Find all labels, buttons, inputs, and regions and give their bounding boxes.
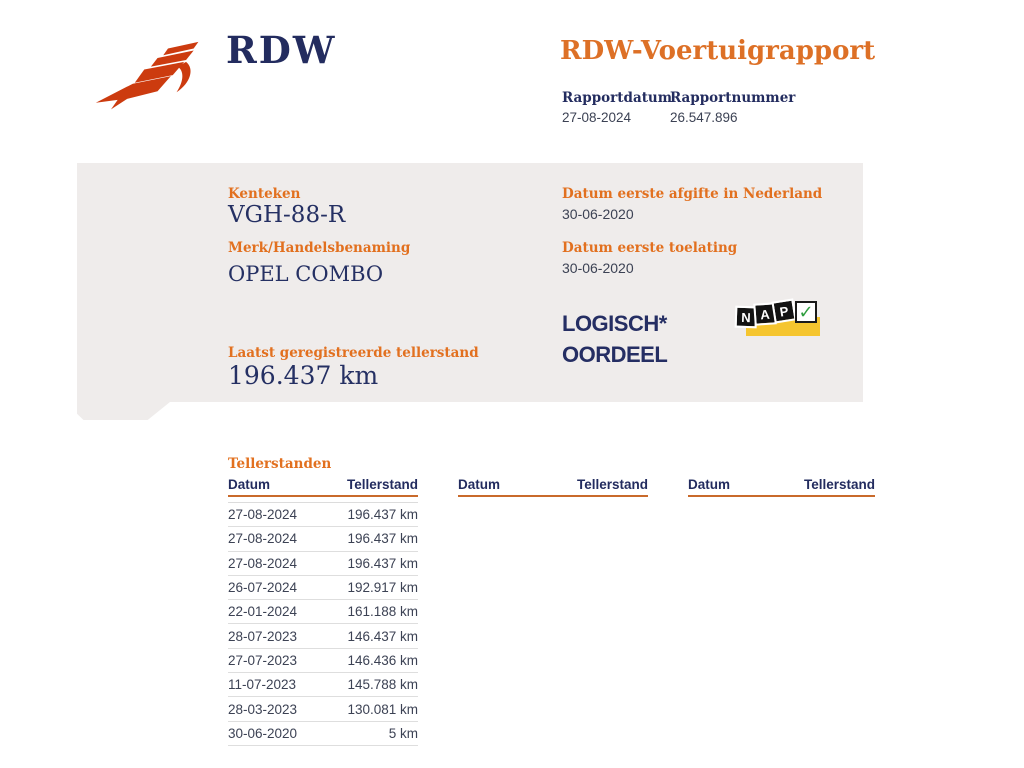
table-row: 22-01-2024 161.188 km xyxy=(228,600,418,625)
table-header-row: Datum Tellerstand xyxy=(228,477,418,497)
row-datum: 27-08-2024 xyxy=(228,555,298,571)
merk-value: OPEL COMBO xyxy=(228,262,384,286)
table-header-row: Datum Tellerstand xyxy=(458,477,648,497)
table-row: 27-07-2023 146.436 km xyxy=(228,649,418,674)
tellerstand-column-header: Tellerstand xyxy=(346,477,418,492)
table-row: 27-08-2024 196.437 km xyxy=(228,527,418,552)
report-date-label: Rapportdatum xyxy=(562,90,673,106)
table-row: 30-06-2020 5 km xyxy=(228,722,418,746)
report-number-value: 26.547.896 xyxy=(670,110,738,125)
laatste-tellerstand-value: 196.437 km xyxy=(228,361,379,390)
row-tellerstand: 145.788 km xyxy=(347,677,418,693)
tellerstand-table-group-1: Datum Tellerstand 27-08-2024 196.437 km … xyxy=(228,477,418,746)
nap-logo: N A P ✓ xyxy=(734,298,823,342)
row-tellerstand: 5 km xyxy=(388,725,418,741)
row-tellerstand: 196.437 km xyxy=(347,555,418,571)
nap-letter-p: P xyxy=(771,298,797,324)
table-header-row: Datum Tellerstand xyxy=(688,477,875,497)
tellerstand-column-header: Tellerstand xyxy=(803,477,875,492)
row-tellerstand: 192.917 km xyxy=(347,580,418,596)
datum-toelating-label: Datum eerste toelating xyxy=(562,240,738,256)
report-number-label: Rapportnummer xyxy=(670,90,796,106)
summary-panel-tab xyxy=(77,402,170,420)
datum-column-header: Datum xyxy=(688,477,731,492)
oordeel-text: LOGISCH* OORDEEL xyxy=(562,308,668,370)
row-datum: 27-08-2024 xyxy=(228,531,298,547)
report-date-value: 27-08-2024 xyxy=(562,110,632,125)
row-datum: 11-07-2023 xyxy=(228,677,297,693)
table-row: 27-08-2024 196.437 km xyxy=(228,552,418,576)
tellerstand-column-header: Tellerstand xyxy=(576,477,648,492)
datum-toelating-value: 30-06-2020 xyxy=(562,260,634,276)
tellerstand-rows: 27-08-2024 196.437 km 27-08-2024 196.437… xyxy=(228,502,418,746)
table-row: 26-07-2024 192.917 km xyxy=(228,576,418,601)
table-row: 27-08-2024 196.437 km xyxy=(228,503,418,528)
row-datum: 27-07-2023 xyxy=(228,652,298,668)
rdw-wing-logo-icon xyxy=(95,41,199,110)
row-tellerstand: 130.081 km xyxy=(347,701,418,717)
row-datum: 28-03-2023 xyxy=(228,701,298,717)
row-tellerstand: 146.436 km xyxy=(347,652,418,668)
nap-letter-a: A xyxy=(753,302,777,326)
merk-label: Merk/Handelsbenaming xyxy=(228,240,411,256)
nap-checkmark-icon: ✓ xyxy=(795,301,817,323)
rdw-wordmark: RDW xyxy=(226,28,337,72)
oordeel-line1: LOGISCH* xyxy=(562,311,667,336)
datum-column-header: Datum xyxy=(228,477,271,492)
kenteken-label: Kenteken xyxy=(228,186,301,202)
table-row: 11-07-2023 145.788 km xyxy=(228,673,418,698)
datum-column-header: Datum xyxy=(458,477,501,492)
kenteken-value: VGH-88-R xyxy=(228,202,346,228)
table-row: 28-07-2023 146.437 km xyxy=(228,624,418,649)
row-datum: 22-01-2024 xyxy=(228,604,298,620)
oordeel-line2: OORDEEL xyxy=(562,342,668,367)
datum-afgifte-label: Datum eerste afgifte in Nederland xyxy=(562,186,823,202)
table-row: 28-03-2023 130.081 km xyxy=(228,697,418,722)
row-datum: 30-06-2020 xyxy=(228,725,298,741)
row-tellerstand: 161.188 km xyxy=(347,604,418,620)
row-datum: 28-07-2023 xyxy=(228,628,298,644)
laatste-tellerstand-label: Laatst geregistreerde tellerstand xyxy=(228,345,479,361)
row-tellerstand: 196.437 km xyxy=(347,531,418,547)
row-tellerstand: 146.437 km xyxy=(347,628,418,644)
row-tellerstand: 196.437 km xyxy=(347,507,418,523)
nap-letter-n: N xyxy=(734,305,758,329)
datum-afgifte-value: 30-06-2020 xyxy=(562,206,634,222)
summary-panel xyxy=(77,163,863,402)
tellerstand-table-group-2: Datum Tellerstand xyxy=(458,477,648,497)
row-datum: 26-07-2024 xyxy=(228,580,298,596)
tellerstand-table-group-3: Datum Tellerstand xyxy=(688,477,875,497)
row-datum: 27-08-2024 xyxy=(228,507,298,523)
tellerstanden-section-title: Tellerstanden xyxy=(228,456,332,472)
report-title: RDW-Voertuigrapport xyxy=(560,36,876,66)
